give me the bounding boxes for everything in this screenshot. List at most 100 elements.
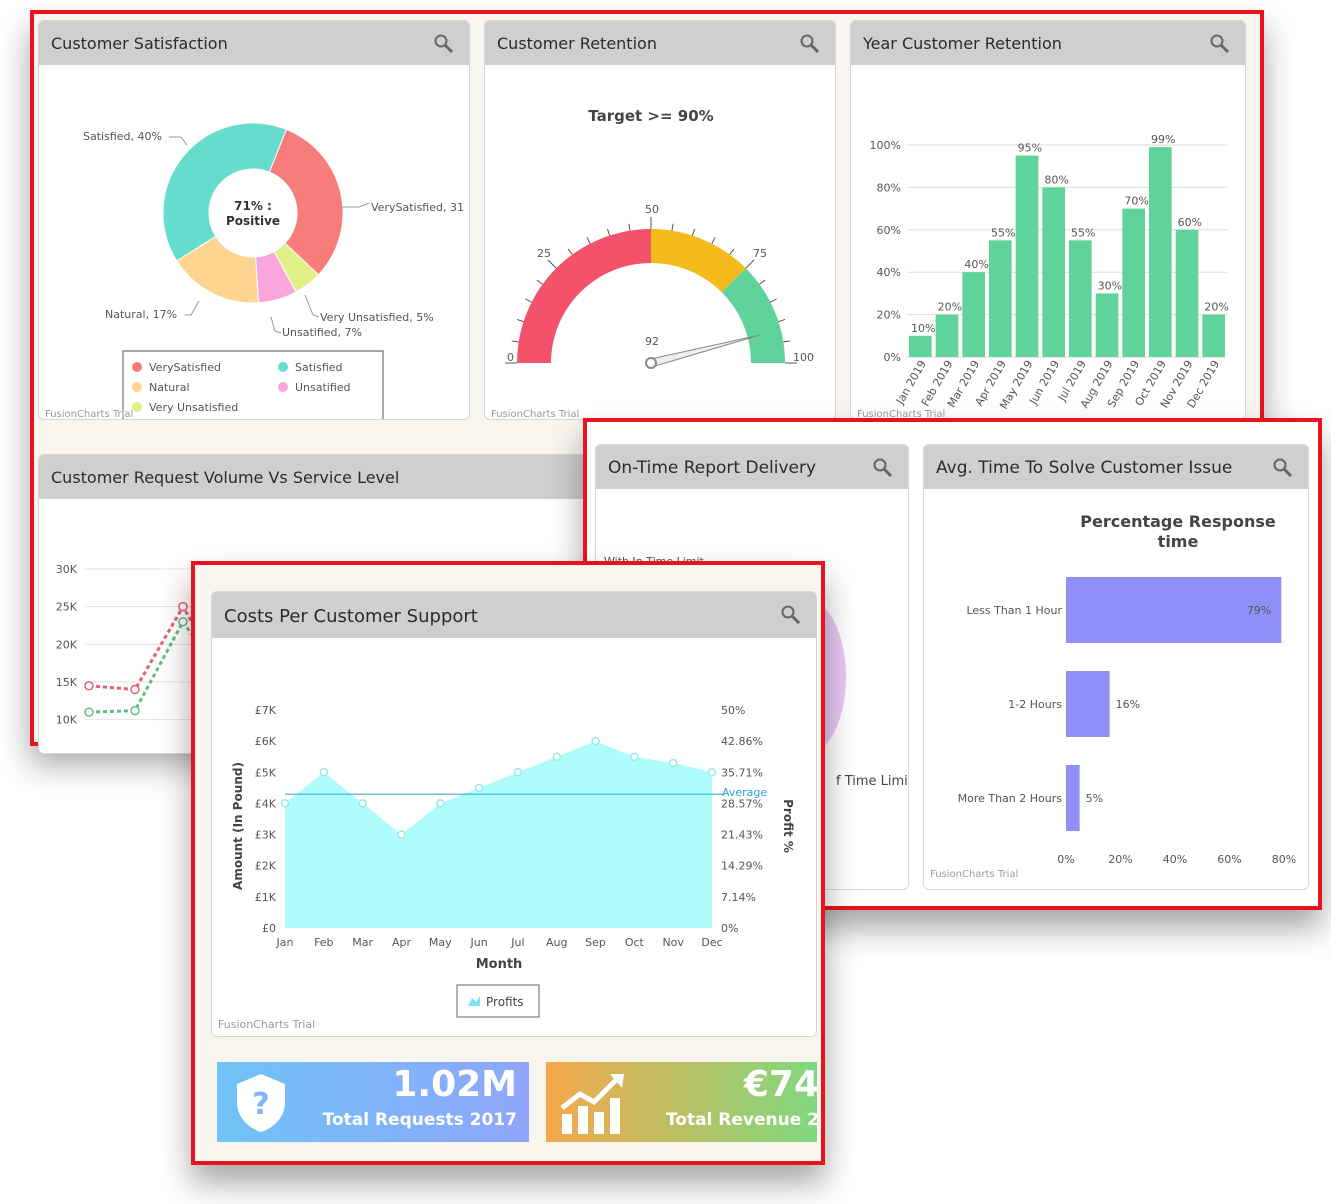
legend-item[interactable]: Very Unsatisfied <box>149 401 238 414</box>
y-tick-label: £3K <box>255 829 277 842</box>
total-revenue-tile[interactable]: €74 Total Revenue 2 <box>546 1062 817 1142</box>
bar[interactable] <box>1202 314 1225 357</box>
bar[interactable] <box>1066 577 1282 643</box>
bar[interactable] <box>1175 229 1199 357</box>
bar[interactable] <box>935 314 959 357</box>
shield-question-icon: ? <box>237 1074 285 1132</box>
response-time-bar-chart: Percentage Response time Less Than 1 Hou… <box>958 512 1297 866</box>
data-point[interactable] <box>130 684 140 695</box>
data-point[interactable] <box>630 752 639 761</box>
year-retention-bar-chart: 0%20%40%60%80%100% 10%20%40%55%95%80%55%… <box>870 133 1229 411</box>
panel-header: Customer Satisfaction <box>39 21 469 65</box>
gauge-bands <box>517 229 785 363</box>
gauge-tick-label: 100 <box>793 351 814 364</box>
y-tick-label: £7K <box>255 704 277 717</box>
data-point[interactable] <box>178 601 188 612</box>
gauge-tick-label: 75 <box>753 247 767 260</box>
bar[interactable] <box>909 335 932 357</box>
zoom-icon[interactable] <box>1272 457 1294 479</box>
donut-center-line2: Positive <box>226 214 280 228</box>
data-point[interactable] <box>552 752 561 761</box>
data-point[interactable] <box>319 768 329 777</box>
legend-item[interactable]: Unsatified <box>295 381 351 394</box>
y2-tick-label: 28.57% <box>721 797 763 810</box>
gauge-needle <box>645 334 760 369</box>
data-point[interactable] <box>397 830 406 839</box>
data-point[interactable] <box>513 768 523 777</box>
bar-value-label: 60% <box>1178 216 1202 229</box>
legend-item[interactable]: Satisfied <box>295 361 343 374</box>
bar[interactable] <box>962 272 985 357</box>
zoom-icon[interactable] <box>799 33 821 55</box>
data-point[interactable] <box>668 758 678 768</box>
data-point[interactable] <box>591 736 600 746</box>
zoom-icon[interactable] <box>872 457 894 479</box>
x-tick-label: Mar <box>352 936 373 949</box>
y-tick-label: 40% <box>877 266 901 279</box>
total-requests-tile[interactable]: ? 1.02M Total Requests 2017 <box>217 1062 529 1142</box>
bar[interactable] <box>1015 155 1039 357</box>
y-tick-label: 20% <box>877 309 901 322</box>
bar-value-label: 20% <box>1204 301 1228 314</box>
legend-marker-icon <box>132 362 142 372</box>
y2-tick-label: 50% <box>721 704 745 717</box>
data-point[interactable] <box>84 681 94 691</box>
panel-title: Year Customer Retention <box>863 34 1062 53</box>
retention-gauge-chart: Target >= 90% 0 25 50 75 100 92 <box>505 107 814 369</box>
data-point[interactable] <box>707 768 717 777</box>
y2-tick-label: 7.14% <box>721 891 756 904</box>
bar-value-label: 70% <box>1124 195 1148 208</box>
legend-item[interactable]: VerySatisfied <box>149 361 221 374</box>
gauge-tick <box>770 298 777 303</box>
x-tick-label: 60% <box>1217 853 1241 866</box>
costs-legend[interactable]: Profits <box>456 984 540 1018</box>
slice-label-natural: Natural, 17% <box>105 308 177 321</box>
legend-marker-icon <box>278 362 288 372</box>
data-point[interactable] <box>474 783 484 793</box>
gauge-tick-label: 0 <box>507 351 514 364</box>
bar-value-label: 10% <box>911 322 935 335</box>
bar-value-label: 30% <box>1098 279 1122 292</box>
gauge-ticks <box>505 217 797 364</box>
gauge-tick <box>536 279 543 285</box>
bar[interactable] <box>989 240 1012 357</box>
gauge-tick <box>516 318 524 323</box>
satisfaction-donut-chart: 71% : Positive Satisfied, 40% VerySatisf… <box>83 122 464 419</box>
y-tick-label: £2K <box>255 860 277 873</box>
bar-value-label: 16% <box>1116 698 1140 711</box>
data-point[interactable] <box>84 707 94 717</box>
bar[interactable] <box>1069 240 1092 357</box>
bar[interactable] <box>1042 187 1065 357</box>
data-point[interactable] <box>178 616 188 627</box>
year-retention-panel: Year Customer Retention 0% 20% 40% 60% 80% 10… <box>850 20 1246 420</box>
gauge-tick-label: 25 <box>537 247 551 260</box>
bar[interactable] <box>1122 208 1145 357</box>
y-tick-label: £1K <box>255 891 277 904</box>
legend-item[interactable]: Natural <box>149 381 190 394</box>
data-point[interactable] <box>280 799 290 808</box>
zoom-icon[interactable] <box>780 604 802 626</box>
data-point[interactable] <box>358 799 367 808</box>
y-tick-label: 25K <box>56 601 78 614</box>
zoom-icon[interactable] <box>433 33 455 55</box>
gauge-tick-label: 50 <box>645 203 659 216</box>
y-tick-label: £5K <box>255 766 277 779</box>
category-label: 1-2 Hours <box>1008 698 1062 711</box>
zoom-icon[interactable] <box>1209 33 1231 55</box>
legend-marker-icon <box>132 382 142 392</box>
x-tick-label: 80% <box>1272 853 1296 866</box>
data-point[interactable] <box>436 799 445 808</box>
bar-value-label: 95% <box>1018 142 1042 155</box>
bar[interactable] <box>1066 671 1110 737</box>
x-tick-label: Feb <box>314 936 333 949</box>
data-point[interactable] <box>130 705 140 716</box>
needle-pivot <box>645 357 657 369</box>
bar[interactable] <box>1095 293 1119 357</box>
y-tick-label: £4K <box>255 797 277 810</box>
gauge-value-label: 92 <box>645 335 659 348</box>
bar-value-label: 79% <box>1247 604 1271 617</box>
bar[interactable] <box>1149 147 1172 357</box>
costs-panel: Costs Per Customer Support £7K 50% £6K 42.8… <box>211 591 817 1037</box>
legend-marker-icon <box>132 402 142 412</box>
bar[interactable] <box>1066 765 1080 831</box>
